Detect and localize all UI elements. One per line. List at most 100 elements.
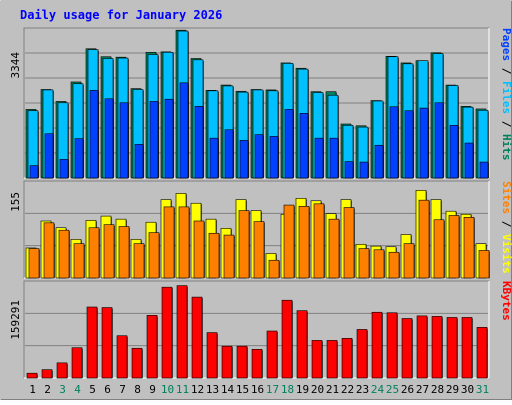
bar-visits-sites [58,229,70,279]
panel-visits-ymax-label: 155 [9,192,22,212]
bar-visits-sites [313,203,325,279]
bar-hits-pages [134,144,144,179]
legend-separator: / [500,214,512,234]
bar-kbytes-kbytes [191,296,203,379]
bar-hits-pages [269,136,279,179]
bar-visits-sites [298,205,310,279]
legend-part-hits: Hits [500,134,512,161]
bar-kbytes-kbytes [131,347,143,379]
bar-kbytes-kbytes [71,347,83,379]
bar-hits-pages [314,137,324,179]
bar-visits-sites [328,218,340,279]
bar-visits-sites [403,243,415,279]
bar-visits-sites [103,224,115,279]
bar-kbytes-kbytes [41,369,53,379]
bar-visits-sites [238,210,250,279]
bar-visits-sites [88,227,100,279]
day-label: 25 [386,383,399,396]
bar-kbytes-kbytes [401,318,413,379]
bar-kbytes-kbytes [386,312,398,379]
legend-separator: / [500,114,512,134]
day-label: 31 [476,383,489,396]
day-label: 5 [89,383,96,396]
bar-kbytes-kbytes [341,338,353,379]
bar-hits-pages [359,161,369,179]
bar-hits-pages [89,90,99,179]
bar-visits-sites [343,207,355,279]
day-label: 14 [221,383,235,396]
panel-kbytes-legend-label: KBytes [500,281,512,321]
legend-part-sites: Sites [500,181,512,214]
day-label: 11 [176,383,189,396]
legend-part-visits: Visits [500,234,512,274]
bar-hits-pages [389,106,399,179]
day-label: 27 [416,383,429,396]
day-label: 30 [461,383,474,396]
day-label: 3 [59,383,66,396]
bar-visits-sites [43,222,55,279]
bar-kbytes-kbytes [56,362,68,379]
bar-visits-sites [178,206,190,279]
bar-kbytes-kbytes [236,345,248,379]
bar-visits-sites [463,217,475,279]
bar-hits-pages [179,82,189,179]
bar-kbytes-kbytes [326,340,338,379]
bar-kbytes-kbytes [146,315,158,379]
day-label: 23 [356,383,369,396]
bar-hits-pages [44,133,54,179]
bar-kbytes-kbytes [311,340,323,379]
bar-visits-sites [28,248,40,279]
day-label: 2 [44,383,51,396]
day-label: 21 [326,383,339,396]
bar-hits-pages [224,129,234,179]
bar-hits-pages [254,134,264,179]
bar-hits-pages [29,165,39,179]
bar-visits-sites [208,232,220,279]
legend-part-files: Files [500,81,512,114]
day-label: 20 [311,383,324,396]
bar-hits-pages [479,161,489,179]
day-label: 28 [431,383,444,396]
bar-hits-pages [374,144,384,179]
bar-hits-pages [419,107,429,179]
panel-hits-legend-label: Pages / Files / Hits [500,28,512,161]
bar-hits-pages [284,109,294,179]
bar-visits-sites [253,221,265,279]
bar-hits-pages [404,110,414,179]
day-label: 17 [266,383,279,396]
day-label: 26 [401,383,414,396]
bar-visits-sites [163,206,175,279]
day-label: 22 [341,383,354,396]
bar-kbytes-kbytes [476,327,488,379]
bar-kbytes-kbytes [221,345,233,379]
bar-kbytes-kbytes [416,315,428,379]
bar-kbytes-kbytes [296,310,308,379]
chart-title: Daily usage for January 2026 [20,8,222,22]
bar-kbytes-kbytes [116,335,128,379]
panel-kbytes-ymax-label: 159291 [9,300,22,340]
bar-hits-pages [119,102,129,179]
bar-hits-pages [209,137,219,179]
bar-kbytes-kbytes [281,299,293,379]
panel-hits-ymax-label: 3344 [9,52,22,79]
day-label: 1 [29,383,36,396]
day-label: 15 [236,383,249,396]
bar-hits-pages [299,113,309,179]
panel-visits-legend-label: Sites / Visits [500,181,512,274]
day-label: 18 [281,383,294,396]
legend-separator: / [500,61,512,81]
bar-visits-sites [193,220,205,279]
bar-kbytes-kbytes [26,372,38,379]
bar-visits-sites [388,251,400,279]
day-label: 29 [446,383,459,396]
bar-hits-pages [239,140,249,179]
bar-kbytes-kbytes [266,330,278,379]
legend-part-pages: Pages [500,28,512,61]
bar-hits-pages [434,102,444,179]
bar-visits-sites [433,219,445,279]
day-label: 24 [371,383,385,396]
bar-hits-pages [344,161,354,179]
bar-kbytes-kbytes [431,316,443,379]
bar-visits-sites [73,243,85,279]
